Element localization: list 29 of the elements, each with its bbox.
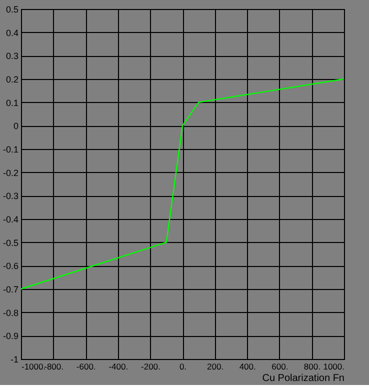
y-tick-label: -0.2	[2, 168, 18, 178]
y-tick-label: -0.9	[2, 331, 18, 342]
x-tick-label: 400.	[239, 362, 256, 372]
x-tick-label: 800.	[304, 362, 320, 372]
x-tick-label: 200.	[207, 362, 224, 372]
y-tick-label: 0.1	[6, 98, 18, 108]
y-tick-label: -1	[10, 354, 18, 364]
y-tick-label: -0.7	[2, 284, 18, 294]
x-tick-label: -400.	[108, 362, 128, 372]
line-series	[20, 78, 345, 290]
y-tick-label: 0	[13, 121, 18, 132]
y-tick-label: -0.5	[2, 238, 18, 248]
x-tick-label: 0.	[179, 362, 187, 372]
x-axis-title: Cu Polarization Fn	[262, 373, 344, 384]
x-tick-label: -200.	[141, 362, 160, 372]
x-tick-label: 600.	[272, 362, 288, 372]
y-tick-label: 0.4	[6, 28, 18, 38]
y-tick-label: 0.2	[6, 74, 18, 84]
y-tick-label: 0.3	[6, 51, 18, 62]
y-tick-label: 0.5	[6, 4, 18, 14]
y-tick-label: -0.8	[2, 308, 18, 318]
x-tick-label: -600.	[76, 362, 96, 372]
y-tick-label: -0.3	[2, 191, 18, 202]
y-tick-label: -0.6	[2, 261, 18, 272]
x-tick-label: 1000.	[323, 362, 344, 372]
y-tick-label: -0.1	[2, 144, 18, 154]
x-tick-label: -800.	[44, 362, 64, 372]
y-tick-label: -0.4	[2, 214, 18, 224]
x-tick-label: -1000.	[22, 362, 46, 372]
